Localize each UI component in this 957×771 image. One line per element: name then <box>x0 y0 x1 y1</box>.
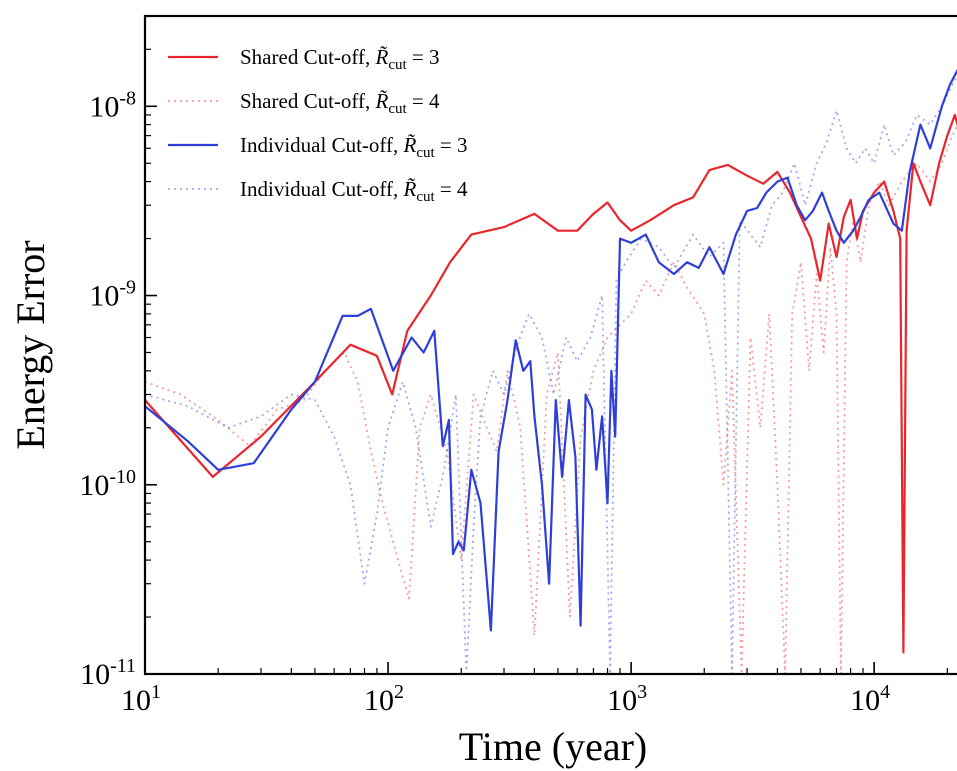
x-tick-label-3: 103 <box>607 681 647 717</box>
series-line-2 <box>145 123 957 674</box>
y-tick-label-3: 10-10 <box>79 466 136 502</box>
legend-label-3: Individual Cut-off, R̃cut = 3 <box>240 133 468 161</box>
series-line-1 <box>145 113 957 654</box>
x-tick-label-1: 101 <box>121 681 161 717</box>
legend-label-4: Individual Cut-off, R̃cut = 4 <box>240 177 468 205</box>
legend-label-1: Shared Cut-off, R̃cut = 3 <box>240 45 440 73</box>
series-line-3 <box>145 69 957 632</box>
y-axis-title: Energy Error <box>8 240 53 449</box>
x-tick-label-4: 104 <box>850 681 890 717</box>
y-tick-label-1: 10-8 <box>89 87 136 123</box>
x-tick-label-2: 102 <box>364 681 404 717</box>
y-tick-label-2: 10-9 <box>89 277 136 313</box>
series-layer <box>145 69 957 674</box>
legend-label-2: Shared Cut-off, R̃cut = 4 <box>240 89 440 117</box>
x-axis-title: Time (year) <box>459 724 647 769</box>
legend: Shared Cut-off, R̃cut = 3 Shared Cut-off,… <box>168 45 468 205</box>
plot-frame <box>143 14 957 676</box>
